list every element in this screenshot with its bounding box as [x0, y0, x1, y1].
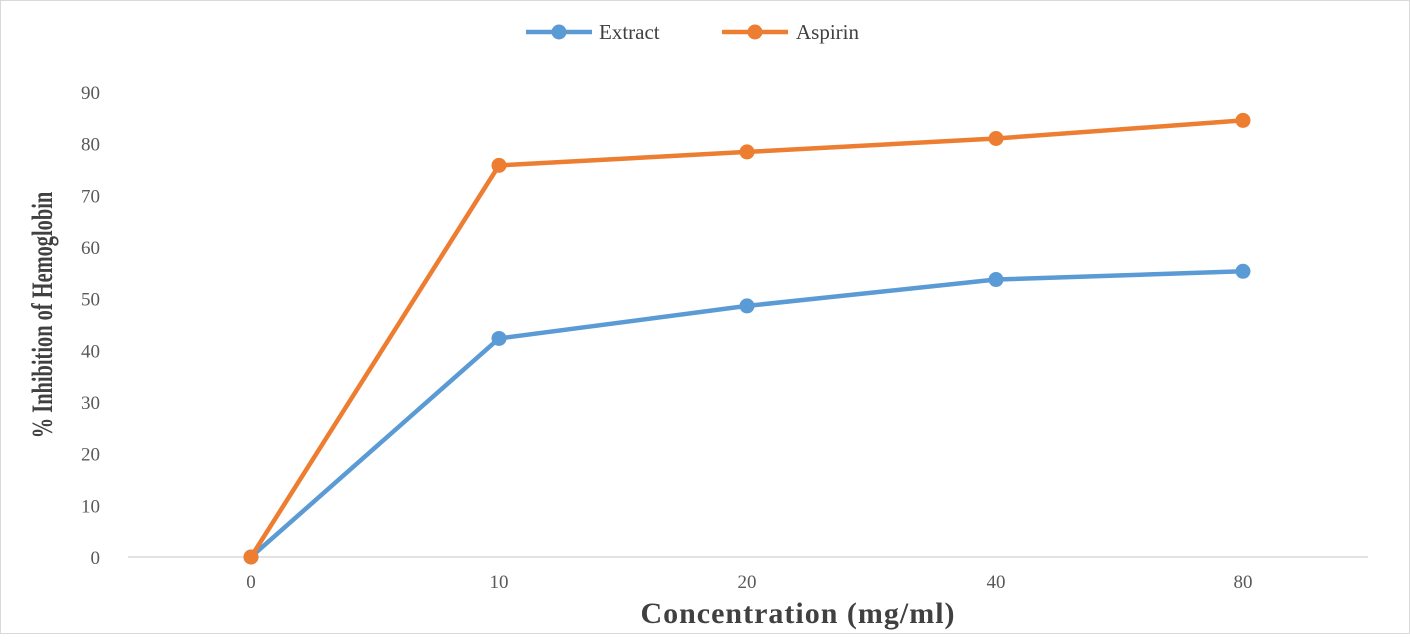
- legend-label-extract: Extract: [599, 20, 660, 44]
- y-tick-label: 70: [81, 186, 100, 207]
- y-tick-label: 0: [91, 548, 101, 569]
- y-axis-label: % Inhibition of Hemoglobin: [25, 192, 59, 438]
- x-tick-label: 10: [490, 572, 509, 593]
- y-axis-ticks: 0 10 20 30 40 50 60 70 80 90: [81, 83, 100, 569]
- x-tick-label: 40: [987, 572, 1006, 593]
- y-tick-label: 40: [81, 341, 100, 362]
- data-point-extract: [1235, 263, 1251, 279]
- x-tick-label: 0: [246, 572, 256, 593]
- data-point-aspirin: [243, 549, 259, 565]
- data-point-aspirin: [1235, 112, 1251, 128]
- data-point-aspirin: [739, 144, 755, 160]
- y-tick-label: 10: [81, 496, 100, 517]
- legend-marker-extract: [551, 24, 567, 40]
- y-tick-label: 20: [81, 445, 100, 466]
- y-tick-label: 30: [81, 393, 100, 414]
- x-axis-label: Concentration (mg/ml): [640, 597, 955, 630]
- x-axis-ticks: 0 10 20 40 80: [246, 572, 1252, 593]
- legend-marker-aspirin: [747, 24, 763, 40]
- series-line-extract: [249, 269, 1244, 559]
- y-tick-label: 50: [81, 290, 100, 311]
- data-point-aspirin: [491, 157, 507, 173]
- data-point-extract: [491, 330, 507, 346]
- y-tick-label: 60: [81, 238, 100, 259]
- x-tick-label: 80: [1234, 572, 1253, 593]
- legend-label-aspirin: Aspirin: [796, 20, 860, 44]
- legend: Extract Aspirin: [526, 20, 860, 44]
- x-tick-label: 20: [738, 572, 757, 593]
- data-point-aspirin: [988, 131, 1004, 146]
- data-point-extract: [988, 272, 1004, 288]
- y-tick-label: 90: [81, 83, 100, 104]
- series-group: [243, 112, 1251, 565]
- series-line-aspirin: [249, 118, 1244, 559]
- data-point-extract: [739, 298, 755, 314]
- y-tick-label: 80: [81, 135, 100, 156]
